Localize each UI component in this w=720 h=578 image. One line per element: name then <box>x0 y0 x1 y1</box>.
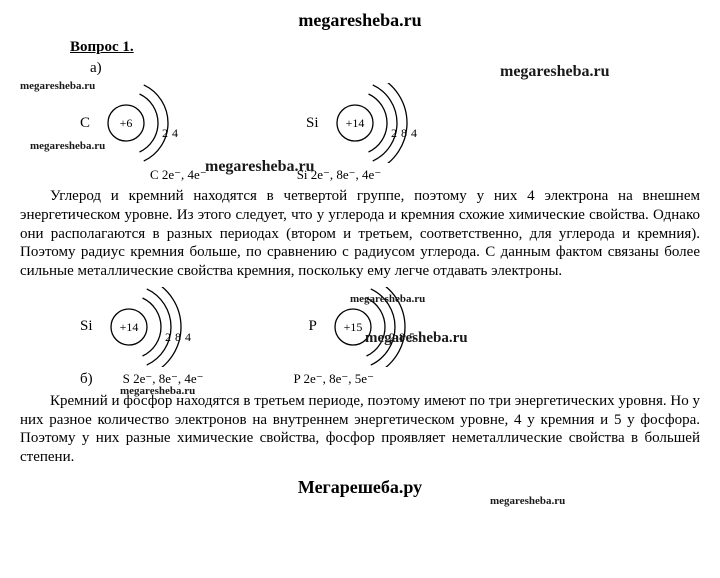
atom-svg: +14284 <box>325 83 475 163</box>
atom-diagram-c: C +624 <box>80 83 246 163</box>
element-symbol: C <box>80 115 90 132</box>
part-a-label: а) <box>90 60 700 77</box>
svg-text:4: 4 <box>172 126 178 140</box>
electron-config: C 2e⁻, 4e⁻ <box>150 167 207 183</box>
electron-config: Si 2e⁻, 8e⁻, 4e⁻ <box>297 167 382 183</box>
svg-text:+15: +15 <box>343 320 362 334</box>
atom-diagram-si2: Si +14284 <box>80 287 249 367</box>
paragraph-b: Кремний и фосфор находятся в третьем пер… <box>20 392 700 467</box>
diagram-row-b: Si +14284 P +15285 <box>80 287 700 367</box>
electron-config: P 2e⁻, 8e⁻, 5e⁻ <box>294 371 374 388</box>
svg-text:4: 4 <box>411 126 417 140</box>
electron-config: S 2e⁻, 8e⁻, 4e⁻ <box>123 371 204 388</box>
site-footer: Мегарешеба.ру <box>20 477 700 498</box>
config-row-b: S 2e⁻, 8e⁻, 4e⁻ P 2e⁻, 8e⁻, 5e⁻ <box>123 371 374 388</box>
atom-svg: +15285 <box>323 287 473 367</box>
svg-text:+14: +14 <box>119 320 138 334</box>
atom-diagram-si: Si +14284 <box>306 83 475 163</box>
svg-text:+6: +6 <box>120 116 133 130</box>
svg-text:4: 4 <box>185 330 191 344</box>
atom-svg: +624 <box>96 83 246 163</box>
config-row-a: C 2e⁻, 4e⁻ Si 2e⁻, 8e⁻, 4e⁻ <box>150 167 700 183</box>
diagram-row-a: C +624 Si +14284 <box>80 83 700 163</box>
atom-diagram-p: P +15285 <box>309 287 473 367</box>
svg-text:5: 5 <box>409 330 415 344</box>
element-symbol: Si <box>306 115 319 132</box>
part-b-label: б) <box>80 371 93 388</box>
svg-text:+14: +14 <box>345 116 364 130</box>
paragraph-a: Углерод и кремний находятся в четвертой … <box>20 187 700 281</box>
atom-svg: +14284 <box>99 287 249 367</box>
question-title: Вопрос 1. <box>70 39 700 56</box>
element-symbol: Si <box>80 318 93 335</box>
site-header: megaresheba.ru <box>20 10 700 31</box>
element-symbol: P <box>309 318 317 335</box>
